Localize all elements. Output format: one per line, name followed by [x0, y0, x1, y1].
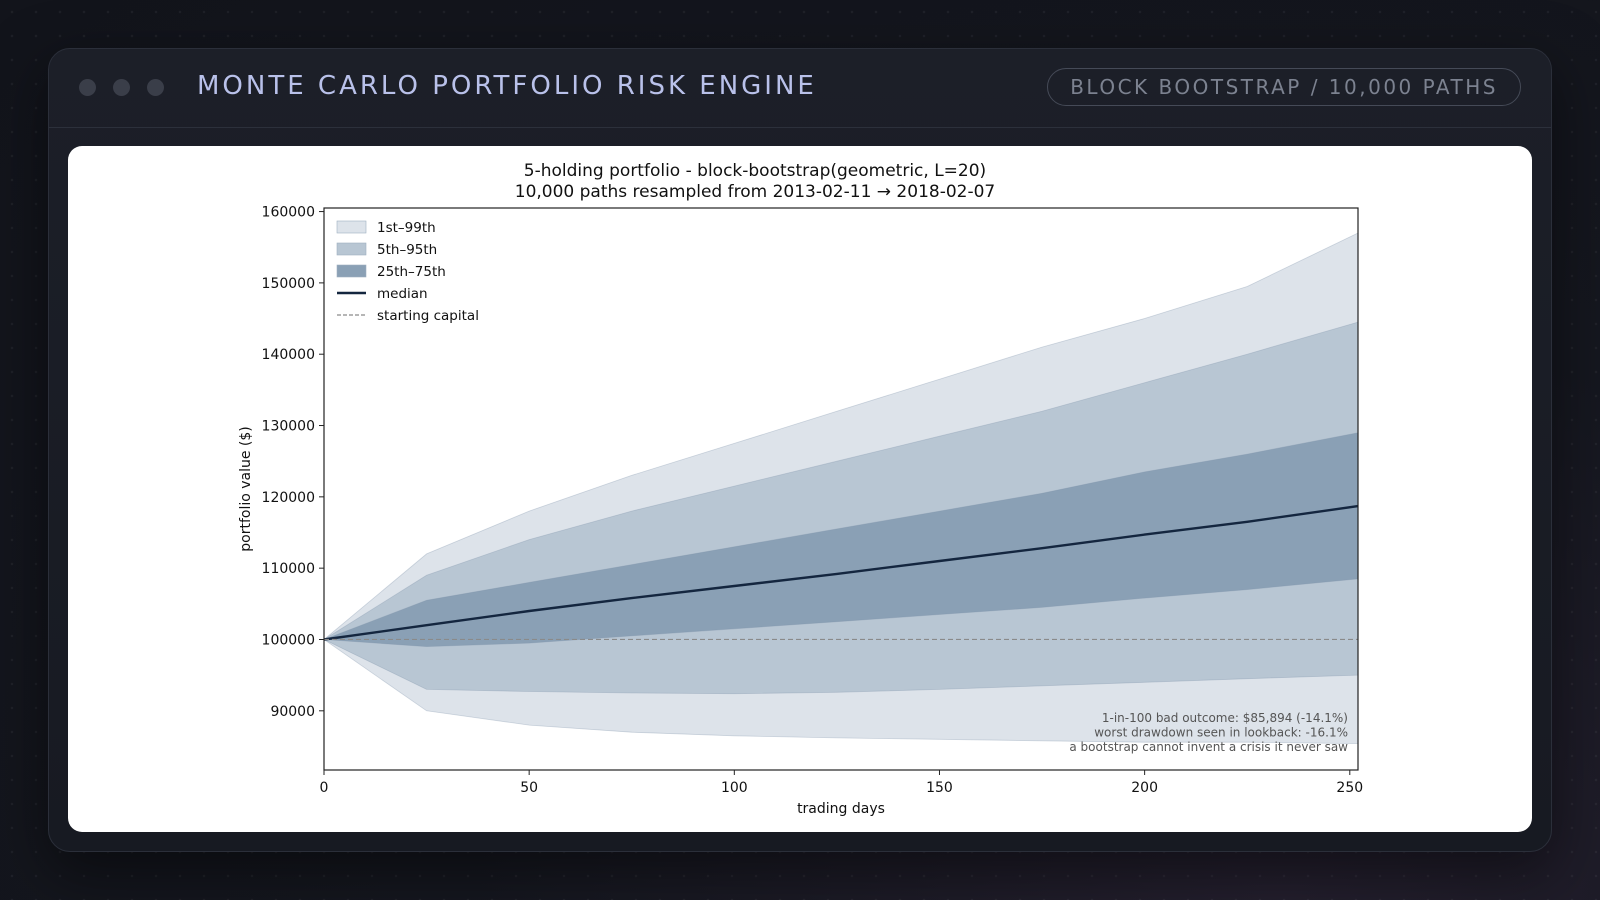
chart-panel: 5-holding portfolio - block-bootstrap(ge…: [68, 146, 1532, 832]
legend-swatch: [336, 264, 367, 278]
y-tick-label: 110000: [262, 561, 315, 577]
legend-label: 25th–75th: [377, 264, 446, 280]
chart-title: 5-holding portfolio - block-bootstrap(ge…: [524, 161, 986, 181]
x-tick-label: 100: [721, 780, 748, 796]
x-axis: 0 50 100 150 200 250: [320, 770, 1363, 796]
legend-label: median: [377, 286, 428, 302]
legend-swatch: [336, 242, 367, 256]
x-tick-label: 200: [1131, 780, 1158, 796]
chart-legend: 1st–99th 5th–95th 25th–75th median starting …: [336, 220, 479, 324]
x-axis-label: trading days: [797, 801, 885, 817]
annotation-text: worst drawdown seen in lookback: -16.1%: [1094, 726, 1348, 740]
y-tick-label: 120000: [262, 490, 315, 506]
legend-label: 5th–95th: [377, 242, 437, 258]
y-tick-label: 100000: [262, 632, 315, 648]
annotation-text: 1-in-100 bad outcome: $85,894 (-14.1%): [1102, 711, 1348, 725]
x-tick-label: 150: [926, 780, 953, 796]
y-axis-label: portfolio value ($): [238, 426, 254, 552]
app-title: MONTE CARLO PORTFOLIO RISK ENGINE: [197, 71, 817, 101]
x-tick-label: 250: [1336, 780, 1363, 796]
legend-label: starting capital: [377, 308, 479, 324]
y-axis: 90000 100000 110000 120000 130000 140000 15000…: [262, 205, 324, 720]
y-tick-label: 150000: [262, 276, 315, 292]
legend-label: 1st–99th: [377, 220, 436, 236]
window-maximize-button[interactable]: [147, 79, 164, 96]
window-minimize-button[interactable]: [113, 79, 130, 96]
chart: 5-holding portfolio - block-bootstrap(ge…: [238, 161, 1363, 817]
chart-lines: [323, 504, 1359, 641]
plot-frame: [323, 207, 1359, 771]
mode-badge: BLOCK BOOTSTRAP / 10,000 PATHS: [1047, 68, 1521, 106]
x-tick-label: 0: [320, 780, 329, 796]
window-close-button[interactable]: [79, 79, 96, 96]
x-tick-label: 50: [520, 780, 538, 796]
chart-annotations: 1-in-100 bad outcome: $85,894 (-14.1%)wo…: [1069, 711, 1348, 754]
y-tick-label: 160000: [262, 205, 315, 221]
y-tick-label: 130000: [262, 419, 315, 435]
y-tick-label: 90000: [270, 704, 315, 720]
median-line: [323, 504, 1359, 641]
legend-swatch: [336, 220, 367, 234]
y-tick-label: 140000: [262, 347, 315, 363]
chart-subtitle: 10,000 paths resampled from 2013-02-11 →…: [515, 182, 995, 202]
annotation-text: a bootstrap cannot invent a crisis it ne…: [1069, 740, 1348, 754]
chart-bands: [323, 232, 1359, 745]
title-bar: MONTE CARLO PORTFOLIO RISK ENGINE BLOCK …: [49, 49, 1551, 128]
